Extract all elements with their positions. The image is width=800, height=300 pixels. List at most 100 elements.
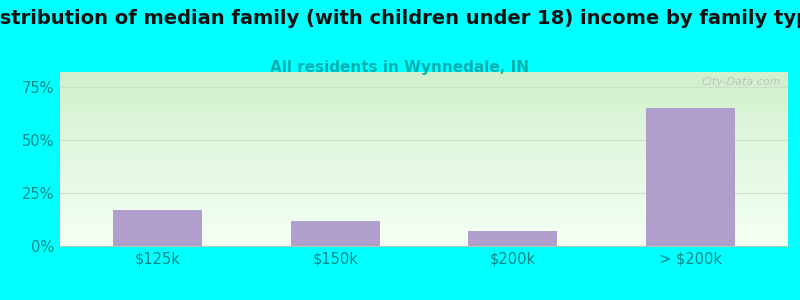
Bar	[60, 103, 788, 104]
Bar	[60, 108, 788, 109]
Bar	[60, 210, 788, 211]
Bar	[60, 166, 788, 167]
Bar	[60, 223, 788, 224]
Bar	[60, 116, 788, 117]
Bar	[60, 115, 788, 116]
Bar	[60, 203, 788, 204]
Bar	[60, 87, 788, 88]
Bar	[60, 219, 788, 220]
Bar	[60, 142, 788, 143]
Bar	[60, 136, 788, 137]
Bar	[60, 227, 788, 228]
Bar	[60, 140, 788, 141]
Bar	[60, 204, 788, 205]
Bar	[60, 109, 788, 110]
Bar	[60, 131, 788, 132]
Bar	[60, 216, 788, 217]
Bar	[60, 221, 788, 222]
Bar	[60, 90, 788, 91]
Bar	[60, 122, 788, 123]
Bar	[60, 191, 788, 192]
Bar	[60, 244, 788, 245]
Bar	[60, 236, 788, 237]
Bar	[60, 81, 788, 82]
Bar	[60, 237, 788, 238]
Bar	[60, 118, 788, 119]
Bar	[60, 245, 788, 246]
Bar	[60, 113, 788, 114]
Bar	[60, 96, 788, 97]
Bar	[60, 169, 788, 170]
Bar	[60, 242, 788, 243]
Bar	[60, 88, 788, 89]
Bar	[60, 137, 788, 138]
Bar	[60, 157, 788, 158]
Bar	[60, 208, 788, 209]
Bar	[60, 72, 788, 73]
Bar	[60, 154, 788, 155]
Bar	[60, 107, 788, 108]
Bar	[60, 192, 788, 193]
Bar	[60, 234, 788, 235]
Bar	[60, 155, 788, 156]
Bar	[60, 123, 788, 124]
Bar	[60, 185, 788, 186]
Bar	[60, 73, 788, 74]
Bar	[60, 85, 788, 86]
Bar	[60, 83, 788, 84]
Bar	[60, 201, 788, 202]
Bar	[60, 169, 788, 170]
Bar	[60, 218, 788, 219]
Bar	[60, 77, 788, 78]
Bar	[60, 95, 788, 96]
Bar	[60, 202, 788, 203]
Bar	[60, 188, 788, 189]
Bar	[60, 202, 788, 203]
Bar	[60, 159, 788, 160]
Bar	[60, 187, 788, 188]
Bar	[60, 224, 788, 225]
Bar	[60, 162, 788, 163]
Bar	[60, 151, 788, 152]
Bar	[60, 181, 788, 182]
Bar	[60, 145, 788, 146]
Bar	[60, 200, 788, 201]
Bar	[60, 198, 788, 199]
Bar	[60, 193, 788, 194]
Bar	[60, 243, 788, 244]
Bar	[60, 120, 788, 121]
Bar	[60, 167, 788, 168]
Bar	[60, 124, 788, 125]
Bar	[60, 209, 788, 210]
Bar	[60, 130, 788, 131]
Bar	[291, 220, 380, 246]
Bar	[60, 172, 788, 173]
Bar	[60, 114, 788, 115]
Bar	[60, 138, 788, 139]
Bar	[60, 93, 788, 94]
Bar	[646, 108, 734, 246]
Bar	[60, 171, 788, 172]
Bar	[60, 106, 788, 107]
Bar	[60, 232, 788, 233]
Bar	[60, 119, 788, 120]
Bar	[60, 197, 788, 198]
Bar	[60, 153, 788, 154]
Bar	[60, 143, 788, 144]
Bar	[60, 149, 788, 150]
Bar	[60, 146, 788, 147]
Bar	[60, 161, 788, 162]
Bar	[60, 82, 788, 83]
Bar	[60, 147, 788, 148]
Bar	[60, 94, 788, 95]
Bar	[60, 211, 788, 212]
Bar	[60, 229, 788, 230]
Bar	[60, 84, 788, 85]
Bar	[60, 79, 788, 80]
Bar	[60, 175, 788, 176]
Bar	[60, 112, 788, 113]
Bar	[60, 238, 788, 239]
Bar	[60, 230, 788, 231]
Bar	[60, 180, 788, 181]
Bar	[60, 226, 788, 227]
